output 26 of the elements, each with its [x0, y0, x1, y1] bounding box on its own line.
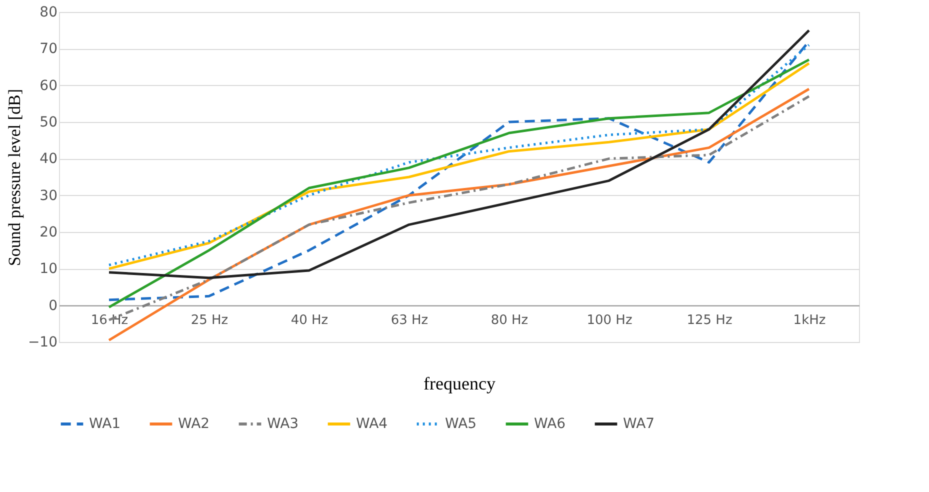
legend-label: WA3: [267, 416, 299, 432]
x-tick-label: 100 Hz: [586, 312, 632, 328]
x-tick-label: 63 Hz: [390, 312, 428, 328]
y-tick-label: 50: [40, 114, 58, 130]
x-tick-label: 1kHz: [793, 312, 826, 328]
x-axis-title: frequency: [424, 374, 496, 394]
x-tick-label: 80 Hz: [490, 312, 528, 328]
y-axis-title: Sound pressure level [dB]: [4, 88, 24, 266]
y-tick-label: 0: [48, 298, 58, 314]
legend-label: WA4: [356, 416, 388, 432]
legend-label: WA1: [89, 416, 121, 432]
y-tick-label: 30: [40, 188, 58, 204]
x-tick-label: 25 Hz: [190, 312, 228, 328]
legend-label: WA2: [178, 416, 210, 432]
y-tick-label: 10: [40, 261, 58, 278]
y-tick-label: 40: [40, 151, 58, 168]
y-tick-label: 20: [40, 224, 58, 240]
y-tick-label: 60: [40, 78, 58, 94]
y-tick-label: 70: [40, 41, 58, 58]
legend-label: WA7: [623, 416, 655, 432]
y-tick-label: −10: [28, 334, 58, 350]
legend-label: WA6: [534, 416, 566, 432]
x-tick-label: 125 Hz: [686, 312, 732, 328]
legend-label: WA5: [445, 416, 477, 432]
y-tick-label: 80: [40, 4, 58, 20]
x-tick-label: 40 Hz: [290, 312, 328, 328]
